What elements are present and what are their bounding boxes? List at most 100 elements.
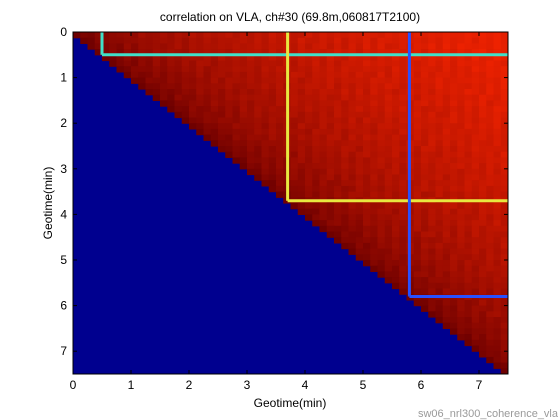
heatmap-cell [305, 61, 313, 67]
heatmap-cell [182, 43, 190, 49]
heatmap-cell [399, 232, 407, 238]
heatmap-cell [363, 163, 371, 169]
heatmap-cell [457, 66, 465, 72]
heatmap-cell [247, 163, 255, 169]
heatmap-cell [486, 289, 494, 295]
heatmap-cell [486, 140, 494, 146]
heatmap-cell [298, 66, 306, 72]
heatmap-cell [457, 180, 465, 186]
heatmap-cell [486, 180, 494, 186]
heatmap-cell [109, 43, 117, 49]
heatmap-cell [421, 192, 429, 198]
heatmap-cell [472, 243, 480, 249]
heatmap-cell [247, 123, 255, 129]
heatmap-cell [494, 135, 502, 141]
heatmap-cell [479, 209, 487, 215]
heatmap-cell [269, 129, 277, 135]
heatmap-cell [378, 152, 386, 158]
heatmap-cell [312, 180, 320, 186]
heatmap-cell [356, 249, 364, 255]
heatmap-cell [276, 140, 284, 146]
heatmap-cell [465, 266, 473, 272]
heatmap-cell [356, 78, 364, 84]
heatmap-cell [378, 180, 386, 186]
heatmap-cell [385, 152, 393, 158]
heatmap-cell [312, 95, 320, 101]
heatmap-cell [298, 95, 306, 101]
heatmap-cell [233, 89, 241, 95]
heatmap-cell [370, 32, 378, 38]
heatmap-cell [399, 32, 407, 38]
heatmap-cell [218, 38, 226, 44]
heatmap-cell [356, 203, 364, 209]
heatmap-cell [486, 334, 494, 340]
heatmap-cell [392, 186, 400, 192]
heatmap-cell [472, 123, 480, 129]
heatmap-cell [88, 38, 96, 44]
heatmap-cell [465, 237, 473, 243]
heatmap-cell [334, 186, 342, 192]
heatmap-cell [399, 243, 407, 249]
heatmap-cell [254, 83, 262, 89]
heatmap-cell [494, 43, 502, 49]
heatmap-cell [269, 112, 277, 118]
heatmap-cell [211, 38, 219, 44]
heatmap-cell [378, 163, 386, 169]
heatmap-cell [399, 38, 407, 44]
heatmap-cell [291, 83, 299, 89]
heatmap-cell [240, 72, 248, 78]
heatmap-cell [175, 38, 183, 44]
heatmap-cell [341, 175, 349, 181]
heatmap-cell [320, 66, 328, 72]
heatmap-cell [363, 66, 371, 72]
heatmap-cell [334, 32, 342, 38]
heatmap-cell [392, 226, 400, 232]
heatmap-cell [189, 43, 197, 49]
heatmap-cell [421, 157, 429, 163]
heatmap-cell [399, 266, 407, 272]
heatmap-cell [465, 163, 473, 169]
heatmap-cell [146, 61, 154, 67]
heatmap-cell [233, 100, 241, 106]
y-tick-label: 0 [60, 25, 67, 39]
heatmap-cell [269, 140, 277, 146]
heatmap-cell [320, 95, 328, 101]
heatmap-cell [457, 300, 465, 306]
heatmap-cell [146, 78, 154, 84]
y-tick-label: 2 [60, 116, 67, 130]
heatmap-cell [414, 214, 422, 220]
heatmap-cell [486, 203, 494, 209]
heatmap-cell [341, 43, 349, 49]
heatmap-cell [341, 232, 349, 238]
heatmap-cell [153, 95, 161, 101]
heatmap-cell [428, 38, 436, 44]
heatmap-cell [378, 175, 386, 181]
heatmap-cell [450, 146, 458, 152]
heatmap-cell [225, 38, 233, 44]
heatmap-cell [327, 118, 335, 124]
heatmap-cell [501, 169, 509, 175]
heatmap-cell [291, 180, 299, 186]
heatmap-cell [124, 61, 132, 67]
heatmap-cell [363, 152, 371, 158]
heatmap-cell [385, 209, 393, 215]
heatmap-cell [443, 311, 451, 317]
heatmap-cell [501, 89, 509, 95]
heatmap-cell [370, 237, 378, 243]
heatmap-cell [189, 95, 197, 101]
heatmap-cell [211, 123, 219, 129]
heatmap-cell [428, 135, 436, 141]
heatmap-cell [457, 232, 465, 238]
heatmap-cell [240, 129, 248, 135]
heatmap-cell [196, 38, 204, 44]
heatmap-cell [414, 169, 422, 175]
heatmap-cell [312, 186, 320, 192]
heatmap-cell [363, 214, 371, 220]
heatmap-cell [247, 32, 255, 38]
heatmap-cell [88, 32, 96, 38]
heatmap-cell [356, 226, 364, 232]
heatmap-cell [501, 157, 509, 163]
heatmap-cell [472, 317, 480, 323]
heatmap-cell [349, 106, 357, 112]
heatmap-cell [378, 95, 386, 101]
